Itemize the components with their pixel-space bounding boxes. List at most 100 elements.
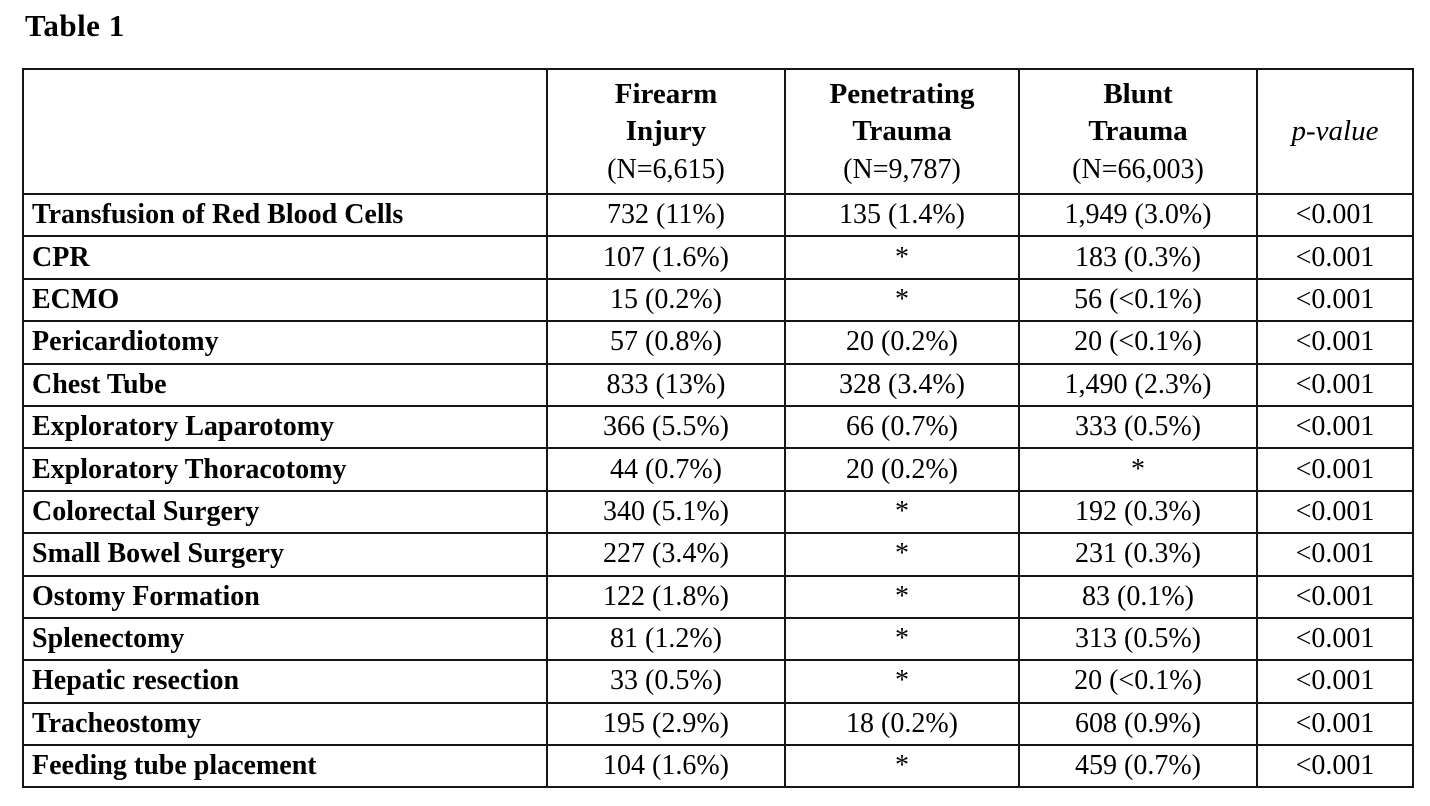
- table-row: Ostomy Formation 122 (1.8%) * 83 (0.1%) <0.0…: [22, 574, 1414, 619]
- row-value: 15 (0.2%): [546, 277, 786, 323]
- row-value: 833 (13%): [546, 362, 786, 407]
- row-value: 340 (5.1%): [546, 489, 786, 535]
- table-row: Splenectomy 81 (1.2%) * 313 (0.5%) <0.001: [22, 616, 1414, 662]
- row-value: *: [784, 532, 1020, 577]
- row-value: 104 (1.6%): [546, 744, 786, 789]
- table-row: Transfusion of Red Blood Cells 732 (11%) 1…: [22, 192, 1414, 238]
- column-header-n: (N=66,003): [1072, 154, 1204, 186]
- row-value: 195 (2.9%): [546, 701, 786, 747]
- row-value: <0.001: [1256, 320, 1414, 365]
- row-value: <0.001: [1256, 277, 1414, 323]
- row-value: <0.001: [1256, 659, 1414, 704]
- column-header-n: (N=9,787): [843, 154, 961, 186]
- row-value: 20 (<0.1%): [1018, 320, 1258, 365]
- row-value: 366 (5.5%): [546, 404, 786, 450]
- data-table: Firearm Injury (N=6,615) Penetrating Trauma (…: [22, 68, 1414, 789]
- row-value: <0.001: [1256, 362, 1414, 407]
- row-value: 328 (3.4%): [784, 362, 1020, 407]
- row-value: *: [784, 616, 1020, 662]
- row-value: <0.001: [1256, 616, 1414, 662]
- row-value: 183 (0.3%): [1018, 235, 1258, 280]
- table-row: Pericardiotomy 57 (0.8%) 20 (0.2%) 20 (<0.1…: [22, 320, 1414, 365]
- table-row: Tracheostomy 195 (2.9%) 18 (0.2%) 608 (0.9%…: [22, 701, 1414, 747]
- header-empty-cell: [22, 68, 548, 195]
- row-value: 135 (1.4%): [784, 192, 1020, 238]
- row-value: 81 (1.2%): [546, 616, 786, 662]
- row-value: 231 (0.3%): [1018, 532, 1258, 577]
- row-value: 732 (11%): [546, 192, 786, 238]
- column-header-title: p-value: [1291, 115, 1379, 147]
- table-row: Exploratory Laparotomy 366 (5.5%) 66 (0.7%…: [22, 404, 1414, 450]
- row-value: *: [784, 277, 1020, 323]
- row-value: 20 (<0.1%): [1018, 659, 1258, 704]
- row-value: 122 (1.8%): [546, 574, 786, 619]
- column-header-title: Firearm Injury: [549, 76, 783, 150]
- column-header-title-line: Blunt: [1103, 77, 1173, 110]
- row-label: Ostomy Formation: [22, 574, 548, 619]
- table-row: Exploratory Thoracotomy 44 (0.7%) 20 (0.2%…: [22, 447, 1414, 492]
- row-value: 1,490 (2.3%): [1018, 362, 1258, 407]
- row-label: Colorectal Surgery: [22, 489, 548, 535]
- table-row: ECMO 15 (0.2%) * 56 (<0.1%) <0.001: [22, 277, 1414, 323]
- row-value: 56 (<0.1%): [1018, 277, 1258, 323]
- column-header: Firearm Injury (N=6,615): [546, 68, 786, 195]
- row-label: Exploratory Thoracotomy: [22, 447, 548, 492]
- row-value: *: [1018, 447, 1258, 492]
- column-header-n: (N=6,615): [607, 154, 725, 186]
- column-header-title: Penetrating Trauma: [787, 76, 1017, 150]
- row-label: Chest Tube: [22, 362, 548, 407]
- row-value: 44 (0.7%): [546, 447, 786, 492]
- header-row: Firearm Injury (N=6,615) Penetrating Trauma (…: [22, 68, 1414, 195]
- row-value: <0.001: [1256, 744, 1414, 789]
- table-row: Feeding tube placement 104 (1.6%) * 459 (0.…: [22, 744, 1414, 789]
- row-value: 83 (0.1%): [1018, 574, 1258, 619]
- row-value: <0.001: [1256, 701, 1414, 747]
- row-value: 107 (1.6%): [546, 235, 786, 280]
- table-title: Table 1: [25, 8, 125, 43]
- row-label: Small Bowel Surgery: [22, 532, 548, 577]
- row-value: 1,949 (3.0%): [1018, 192, 1258, 238]
- column-header-title-line: Injury: [625, 115, 707, 147]
- column-header-title-line: Trauma: [1088, 115, 1188, 147]
- row-value: 192 (0.3%): [1018, 489, 1258, 535]
- row-value: 18 (0.2%): [784, 701, 1020, 747]
- table-row: Hepatic resection 33 (0.5%) * 20 (<0.1%) <0.…: [22, 659, 1414, 704]
- table-row: Colorectal Surgery 340 (5.1%) * 192 (0.3%) <…: [22, 489, 1414, 535]
- row-label: Transfusion of Red Blood Cells: [22, 192, 548, 238]
- row-value: <0.001: [1256, 235, 1414, 280]
- row-value: 66 (0.7%): [784, 404, 1020, 450]
- row-value: *: [784, 744, 1020, 789]
- column-header-title-line: Trauma: [852, 115, 952, 147]
- table-row: CPR 107 (1.6%) * 183 (0.3%) <0.001: [22, 235, 1414, 280]
- column-header-title-line: Penetrating: [829, 77, 975, 110]
- column-header: Penetrating Trauma (N=9,787): [784, 68, 1020, 195]
- row-value: <0.001: [1256, 489, 1414, 535]
- row-label: Splenectomy: [22, 616, 548, 662]
- row-value: <0.001: [1256, 192, 1414, 238]
- row-value: <0.001: [1256, 447, 1414, 492]
- column-header-title: Blunt Trauma: [1021, 76, 1255, 150]
- row-label: Hepatic resection: [22, 659, 548, 704]
- column-header: p-value: [1256, 68, 1414, 195]
- table-header: Firearm Injury (N=6,615) Penetrating Trauma (…: [22, 68, 1414, 195]
- row-value: <0.001: [1256, 404, 1414, 450]
- row-value: <0.001: [1256, 532, 1414, 577]
- row-label: ECMO: [22, 277, 548, 323]
- row-value: 459 (0.7%): [1018, 744, 1258, 789]
- row-value: 333 (0.5%): [1018, 404, 1258, 450]
- row-value: <0.001: [1256, 574, 1414, 619]
- row-value: 608 (0.9%): [1018, 701, 1258, 747]
- row-value: *: [784, 659, 1020, 704]
- table-row: Small Bowel Surgery 227 (3.4%) * 231 (0.3%)…: [22, 532, 1414, 577]
- row-value: 20 (0.2%): [784, 447, 1020, 492]
- table-body: Transfusion of Red Blood Cells 732 (11%) 1…: [22, 192, 1414, 789]
- column-header: Blunt Trauma (N=66,003): [1018, 68, 1258, 195]
- row-value: 227 (3.4%): [546, 532, 786, 577]
- row-label: CPR: [22, 235, 548, 280]
- row-label: Exploratory Laparotomy: [22, 404, 548, 450]
- row-value: 57 (0.8%): [546, 320, 786, 365]
- row-label: Feeding tube placement: [22, 744, 548, 789]
- row-value: 313 (0.5%): [1018, 616, 1258, 662]
- column-header-title-line: Firearm: [614, 77, 718, 110]
